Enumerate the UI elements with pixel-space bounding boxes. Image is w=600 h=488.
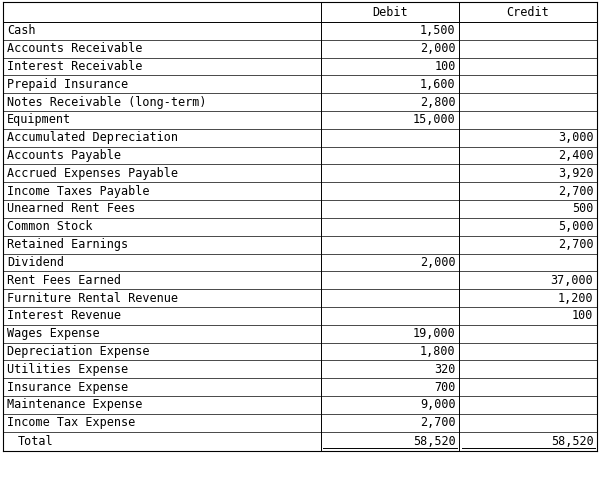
Text: Notes Receivable (long-term): Notes Receivable (long-term) (7, 96, 206, 109)
Text: 58,520: 58,520 (413, 435, 455, 448)
Text: 3,000: 3,000 (558, 131, 593, 144)
Text: 19,000: 19,000 (413, 327, 455, 340)
Text: 320: 320 (434, 363, 455, 376)
Text: 1,500: 1,500 (420, 24, 455, 38)
Text: Furniture Rental Revenue: Furniture Rental Revenue (7, 291, 178, 305)
Text: Accounts Receivable: Accounts Receivable (7, 42, 143, 55)
Text: Accrued Expenses Payable: Accrued Expenses Payable (7, 167, 178, 180)
Text: Total: Total (18, 435, 53, 448)
Text: Interest Revenue: Interest Revenue (7, 309, 121, 323)
Text: 500: 500 (572, 203, 593, 216)
Text: Income Tax Expense: Income Tax Expense (7, 416, 136, 429)
Text: Retained Earnings: Retained Earnings (7, 238, 128, 251)
Text: Unearned Rent Fees: Unearned Rent Fees (7, 203, 136, 216)
Text: 2,000: 2,000 (420, 42, 455, 55)
Text: 100: 100 (572, 309, 593, 323)
Text: 2,700: 2,700 (558, 184, 593, 198)
Text: 2,700: 2,700 (558, 238, 593, 251)
Text: Maintenance Expense: Maintenance Expense (7, 398, 143, 411)
Text: Accounts Payable: Accounts Payable (7, 149, 121, 162)
Text: Credit: Credit (507, 6, 550, 19)
Text: Dividend: Dividend (7, 256, 64, 269)
Text: Accumulated Depreciation: Accumulated Depreciation (7, 131, 178, 144)
Text: Debit: Debit (372, 6, 408, 19)
Text: 1,600: 1,600 (420, 78, 455, 91)
Text: 2,400: 2,400 (558, 149, 593, 162)
Text: 1,800: 1,800 (420, 345, 455, 358)
Text: Insurance Expense: Insurance Expense (7, 381, 128, 394)
Text: 5,000: 5,000 (558, 220, 593, 233)
Text: 15,000: 15,000 (413, 113, 455, 126)
Text: 100: 100 (434, 60, 455, 73)
Text: 58,520: 58,520 (551, 435, 593, 448)
Text: Interest Receivable: Interest Receivable (7, 60, 143, 73)
Text: Equipment: Equipment (7, 113, 71, 126)
Text: Common Stock: Common Stock (7, 220, 93, 233)
Text: Income Taxes Payable: Income Taxes Payable (7, 184, 150, 198)
Text: 9,000: 9,000 (420, 398, 455, 411)
Text: Depreciation Expense: Depreciation Expense (7, 345, 150, 358)
Text: 3,920: 3,920 (558, 167, 593, 180)
Text: 2,700: 2,700 (420, 416, 455, 429)
Text: Wages Expense: Wages Expense (7, 327, 100, 340)
Text: 1,200: 1,200 (558, 291, 593, 305)
Text: Prepaid Insurance: Prepaid Insurance (7, 78, 128, 91)
Text: 37,000: 37,000 (551, 274, 593, 287)
Text: Rent Fees Earned: Rent Fees Earned (7, 274, 121, 287)
Text: Utilities Expense: Utilities Expense (7, 363, 128, 376)
Text: Cash: Cash (7, 24, 36, 38)
Text: 2,800: 2,800 (420, 96, 455, 109)
Text: 2,000: 2,000 (420, 256, 455, 269)
Text: 700: 700 (434, 381, 455, 394)
